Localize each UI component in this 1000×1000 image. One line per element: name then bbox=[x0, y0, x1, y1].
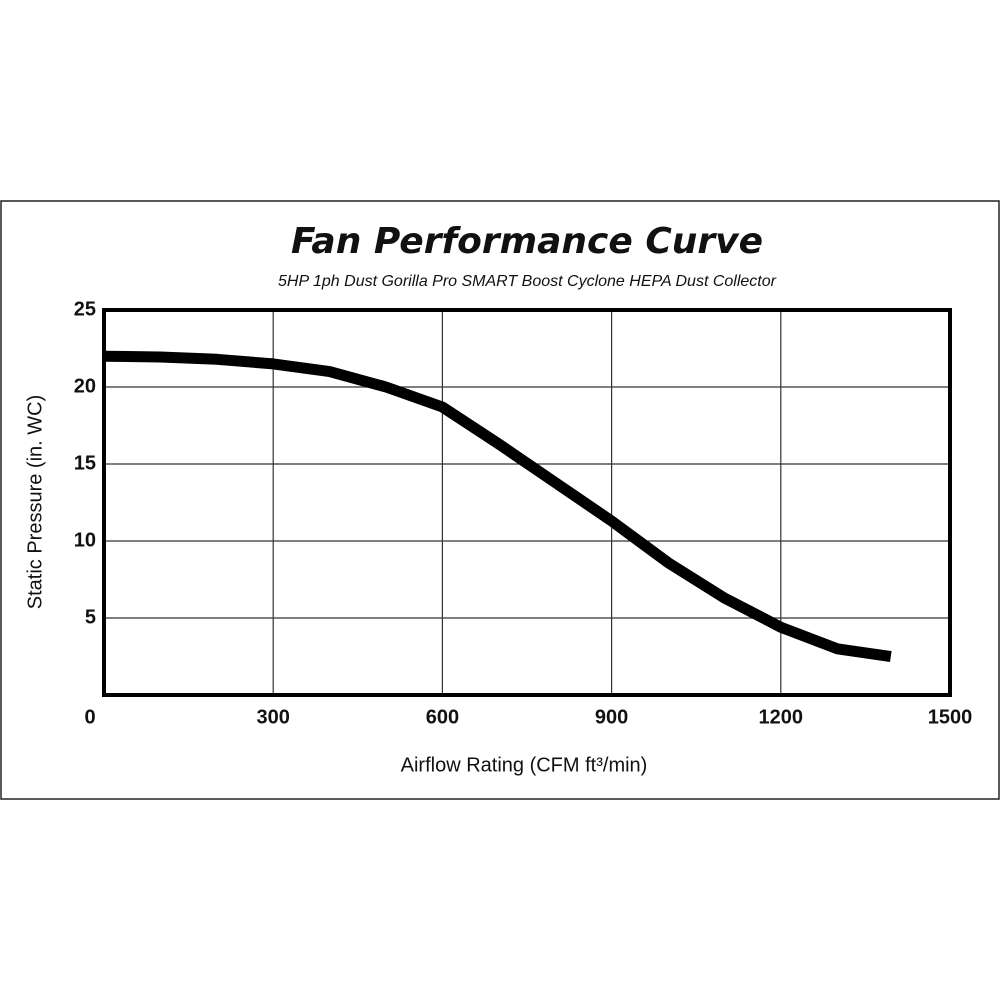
x-tick-label: 900 bbox=[595, 706, 628, 728]
y-tick-label: 15 bbox=[74, 452, 96, 474]
chart-subtitle: 5HP 1ph Dust Gorilla Pro SMART Boost Cyc… bbox=[278, 273, 777, 290]
y-tick-label: 20 bbox=[74, 375, 96, 397]
curve bbox=[103, 350, 892, 662]
x-axis-label: Airflow Rating (CFM ft³/min) bbox=[401, 754, 648, 776]
frame bbox=[0, 200, 1000, 800]
y-tick-label: 25 bbox=[74, 298, 96, 320]
x-tick-label: 300 bbox=[257, 706, 290, 728]
y-tick-label: 5 bbox=[85, 606, 96, 628]
chart-title: Fan Performance Curve bbox=[291, 221, 763, 262]
x-tick-label: 1500 bbox=[928, 706, 973, 728]
y-axis-label: Static Pressure (in. WC) bbox=[24, 395, 46, 609]
x-tick-label: 0 bbox=[84, 706, 95, 728]
plot-border bbox=[102, 308, 952, 697]
y-tick-label: 10 bbox=[74, 529, 96, 551]
x-tick-label: 1200 bbox=[759, 706, 804, 728]
x-tick-label: 600 bbox=[426, 706, 459, 728]
